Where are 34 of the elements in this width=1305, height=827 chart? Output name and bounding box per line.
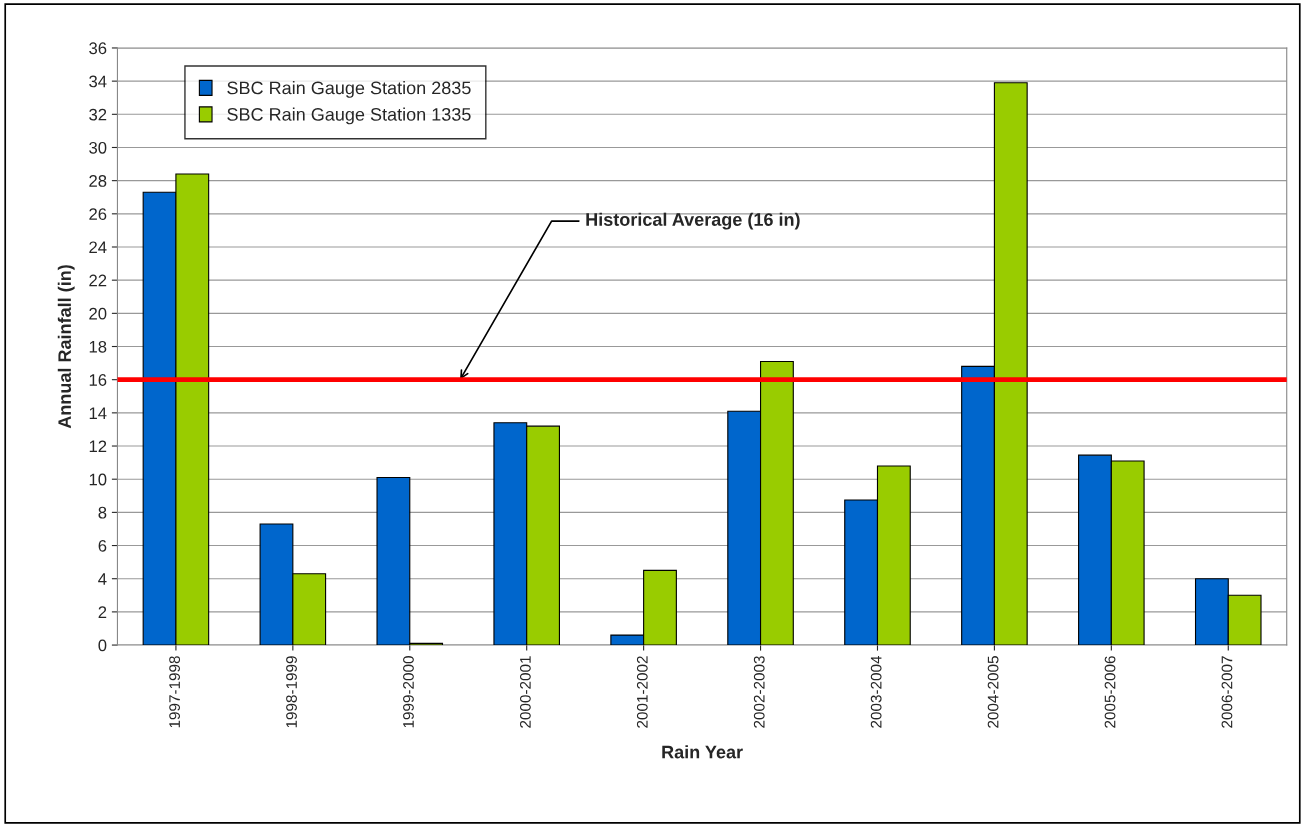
ref-line-label: Historical Average (16 in) xyxy=(586,212,800,230)
y-tick-label: 18 xyxy=(89,340,107,353)
x-tick-label: 2003-2004 xyxy=(870,655,882,728)
y-axis-title: Annual Rainfall (in) xyxy=(57,265,75,429)
legend-label: SBC Rain Gauge Station 2835 xyxy=(227,81,471,98)
x-tick-label: 1999-2000 xyxy=(403,656,414,728)
y-tick-label: 30 xyxy=(89,141,107,154)
y-tick-label: 36 xyxy=(89,42,107,55)
x-tick-label: 2006-2007 xyxy=(1221,656,1233,728)
x-tick-label: 1998-1999 xyxy=(286,656,297,728)
y-tick-label: 24 xyxy=(89,241,107,254)
x-tick-label: 2005-2006 xyxy=(1104,656,1116,728)
y-tick-label: 22 xyxy=(89,274,107,287)
y-tick-label: 28 xyxy=(89,175,107,187)
x-axis-title: Rain Year xyxy=(662,745,743,759)
y-tick-label: 16 xyxy=(89,374,107,386)
y-tick-label: 2 xyxy=(98,606,107,618)
y-tick-label: 20 xyxy=(89,307,107,320)
y-tick-label: 10 xyxy=(89,473,107,486)
y-tick-label: 26 xyxy=(89,208,107,221)
y-tick-label: 34 xyxy=(89,75,107,88)
y-tick-label: 14 xyxy=(89,407,107,419)
x-tick-label: 2000-2001 xyxy=(519,656,531,728)
y-tick-label: 8 xyxy=(98,506,107,519)
x-tick-label: 2004-2005 xyxy=(987,656,999,728)
y-tick-label: 32 xyxy=(89,108,107,121)
y-tick-label: 0 xyxy=(98,639,107,652)
x-tick-label: 2001-2002 xyxy=(636,656,648,728)
y-tick-label: 4 xyxy=(98,573,107,585)
x-tick-label: 1997-1998 xyxy=(169,656,181,728)
y-tick-label: 12 xyxy=(89,440,107,453)
y-tick-label: 6 xyxy=(98,539,107,552)
x-tick-label: 2002-2003 xyxy=(753,656,765,728)
legend-label: SBC Rain Gauge Station 1335 xyxy=(227,107,471,125)
